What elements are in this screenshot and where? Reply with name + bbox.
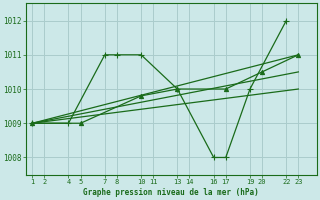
X-axis label: Graphe pression niveau de la mer (hPa): Graphe pression niveau de la mer (hPa) xyxy=(84,188,259,197)
